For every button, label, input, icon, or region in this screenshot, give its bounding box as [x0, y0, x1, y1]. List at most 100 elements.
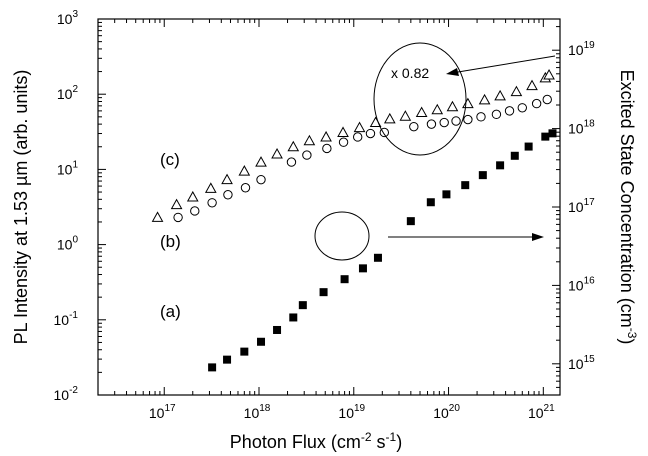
- point-a-square: [273, 325, 282, 334]
- y-right-tick-label-base: 10: [568, 356, 584, 372]
- point-c-triangle: [415, 106, 428, 118]
- y-left-tick-label-exp: -2: [69, 385, 78, 396]
- y-left-tick-label-exp: 3: [72, 9, 78, 20]
- x-tick-label-exp: 21: [544, 403, 556, 414]
- point-b-circle: [491, 109, 502, 120]
- y-left-tick-label-base: 10: [54, 312, 70, 328]
- point-c-triangle: [151, 211, 164, 222]
- point-b-circle: [463, 114, 473, 125]
- arrow-left-head: [446, 68, 459, 76]
- point-b-circle: [322, 143, 332, 154]
- point-a-square: [478, 171, 487, 180]
- point-a-square: [223, 355, 232, 364]
- y-axis-title-right-end: ): [617, 338, 637, 344]
- point-a-square: [496, 161, 505, 170]
- point-c-triangle: [271, 148, 283, 159]
- x-tick-label-exp: 17: [164, 403, 176, 414]
- y-right-tick-label-base: 10: [568, 42, 584, 58]
- point-c-triangle: [320, 130, 332, 142]
- point-b-circle: [207, 198, 217, 208]
- point-c-triangle: [383, 112, 396, 124]
- point-b-circle: [531, 98, 542, 109]
- x-tick-label-exp: 20: [449, 403, 461, 414]
- point-c-triangle: [399, 110, 412, 121]
- point-a-square: [426, 198, 435, 207]
- point-a-square: [298, 301, 307, 310]
- point-c-triangle: [494, 89, 506, 101]
- y-axis-title-left: PL Intensity at 1.53 µm (arb. units): [11, 70, 31, 345]
- point-b-circle: [173, 212, 183, 223]
- y-left-tick-label-base: 10: [57, 237, 73, 253]
- point-c-triangle: [446, 100, 459, 112]
- y-left-tick-label-base: 10: [54, 387, 70, 403]
- point-c-triangle: [204, 182, 217, 193]
- x-tick-label-exp: 19: [354, 403, 366, 414]
- scale-factor-label: x 0.82: [391, 65, 429, 81]
- point-a-square: [240, 347, 249, 356]
- y-left-tick-label: 102: [57, 84, 79, 102]
- arrow-right-head: [532, 233, 544, 241]
- point-a-square: [541, 132, 550, 141]
- point-b-circle: [338, 137, 349, 147]
- point-b-circle: [517, 103, 527, 113]
- y-right-tick-label-exp: 16: [584, 275, 596, 286]
- point-b-circle: [476, 112, 486, 122]
- y-axis-title-right-sup: -3: [625, 328, 639, 339]
- point-b-circle: [190, 206, 200, 216]
- x-tick-labels: 1017 1018 1019 1020 1021: [149, 403, 555, 421]
- x-axis-title-main: Photon Flux (cm: [230, 432, 361, 452]
- tick-marks: [97, 18, 560, 396]
- x-tick-label-base: 10: [433, 405, 449, 421]
- y-left-tick-label: 10-2: [54, 385, 79, 403]
- x-tick-label: 1017: [149, 403, 176, 421]
- point-a-square: [289, 313, 298, 322]
- highlight-ellipse-upper: [373, 42, 467, 156]
- y-left-tick-label: 101: [57, 159, 79, 177]
- point-b-circle: [409, 121, 419, 132]
- x-tick-label-base: 10: [244, 405, 260, 421]
- point-b-circle: [365, 128, 376, 139]
- series-label-b: (b): [160, 232, 181, 251]
- point-b-circle: [451, 116, 461, 126]
- point-c-triangle: [353, 121, 366, 133]
- point-c-triangle: [238, 165, 251, 176]
- y-left-tick-label-exp: 2: [72, 84, 78, 95]
- y-left-tick-label-exp: 0: [72, 235, 78, 246]
- data-points: [151, 68, 557, 372]
- point-c-triangle: [287, 140, 300, 152]
- x-tick-label: 1018: [244, 403, 271, 421]
- y-left-tick-label-base: 10: [57, 11, 73, 27]
- y-axis-title-right: Excited State Concentration (cm-3): [617, 70, 639, 345]
- point-c-triangle: [255, 156, 267, 167]
- point-a-square: [510, 151, 519, 160]
- highlight-ellipse-lower: [314, 211, 370, 261]
- y-left-tick-label-base: 10: [57, 86, 73, 102]
- y-right-tick-label-exp: 15: [584, 354, 596, 365]
- point-a-square: [373, 253, 382, 262]
- y-right-tick-label: 1015: [568, 354, 595, 372]
- point-b-circle: [439, 117, 449, 128]
- y-right-tick-label: 1018: [568, 119, 595, 137]
- x-tick-label: 1019: [338, 403, 365, 421]
- point-a-square: [406, 217, 415, 226]
- y-right-tick-label: 1017: [568, 197, 595, 215]
- series-label-c: (c): [160, 150, 180, 169]
- x-tick-label: 1020: [433, 403, 460, 421]
- y-left-tick-label: 103: [57, 9, 79, 27]
- y-right-tick-label: 1019: [568, 40, 595, 58]
- y-left-tick-label-exp: 1: [72, 159, 78, 170]
- point-b-circle: [302, 150, 312, 160]
- point-c-triangle: [478, 93, 491, 105]
- y-axis-title-right-main: Excited State Concentration (cm: [617, 70, 637, 328]
- y-right-tick-label: 1016: [568, 275, 595, 293]
- point-a-square: [358, 264, 367, 273]
- x-axis-title-end: ): [396, 432, 402, 452]
- point-b-circle: [240, 183, 251, 193]
- point-a-square: [442, 190, 451, 199]
- y-left-tick-label: 10-1: [54, 310, 79, 328]
- point-a-square: [548, 129, 557, 138]
- y-right-tick-label-exp: 17: [584, 197, 596, 208]
- point-a-square: [340, 275, 349, 284]
